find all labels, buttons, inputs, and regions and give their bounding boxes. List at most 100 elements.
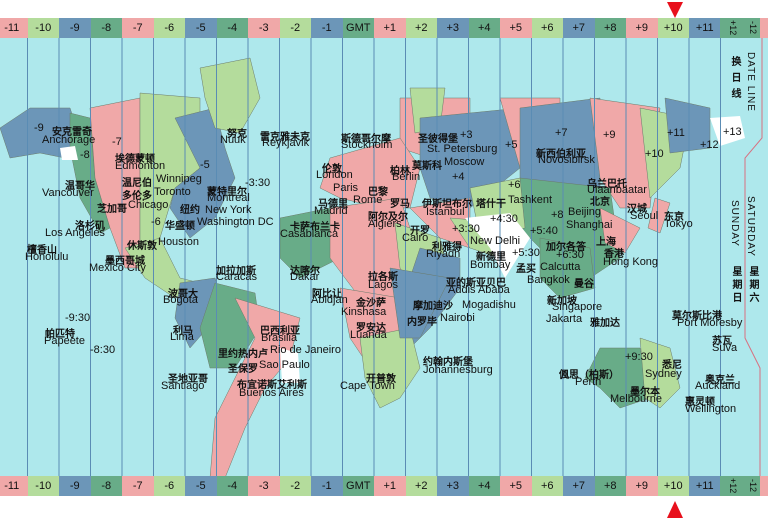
- bottom-zone--10: -10: [27, 476, 59, 496]
- city-name-en: Istanbul: [426, 206, 465, 218]
- city-name-en: Brasilia: [261, 332, 298, 344]
- zone-offset-label: +4: [452, 171, 465, 183]
- city-name-en: Chicago: [128, 199, 169, 211]
- zone-offset-label: +4:30: [490, 213, 518, 225]
- land-region: [209, 297, 301, 476]
- top-zone-+6: +6: [531, 18, 563, 38]
- saturday-label: SATURDAY: [745, 196, 756, 257]
- top-zone-plus12: +12: [720, 18, 745, 38]
- city-name-zh: 温尼伯: [122, 178, 152, 189]
- city-name-en: Buenos Aires: [239, 387, 304, 399]
- city-name-zh: 芝加哥: [97, 204, 127, 215]
- zone-offset-label: +9:30: [625, 351, 653, 363]
- city-name-zh: 加拉加斯: [216, 266, 256, 277]
- city-name-zh: 开罗: [410, 226, 430, 237]
- city-name-zh: 罗马: [390, 199, 410, 210]
- zone-offset-label: +5: [505, 139, 518, 151]
- top-zone-+8: +8: [594, 18, 626, 38]
- city-name-en: New York: [205, 204, 252, 216]
- zone-boundary-lines: [27, 38, 721, 476]
- city-name-en: Perth: [575, 376, 602, 388]
- top-zone-+7: +7: [563, 18, 595, 38]
- city-name-en: Nuuk: [220, 134, 246, 146]
- city-name-en: Abidjan: [311, 294, 348, 306]
- city-name-zh: 波哥大: [168, 289, 198, 300]
- city-name-en: Algiers: [368, 218, 402, 230]
- city-name-zh: 内罗毕: [407, 317, 437, 328]
- city-name-en: Singapore: [552, 301, 603, 313]
- city-name-zh: 东京: [664, 212, 684, 223]
- city-name-en: Sydney: [645, 368, 682, 380]
- zone-offset-label: -6: [151, 216, 161, 228]
- city-name-zh: 偑思（柏斯）: [559, 370, 619, 381]
- city-name-zh: 里约热内卢: [218, 349, 268, 360]
- city-name-en: St. Petersburg: [427, 143, 498, 155]
- date-line: [744, 38, 763, 476]
- city-name-en: Toronto: [154, 186, 191, 198]
- zone-offset-label: -8:30: [90, 344, 116, 356]
- top-zone--3: -3: [248, 18, 280, 38]
- city-name-zh: 卡萨布兰卡: [290, 222, 340, 233]
- city-name-en: Rome: [353, 194, 383, 206]
- zone-offset-label: +3: [460, 129, 473, 141]
- city-name-zh: 布宜诺斯艾利斯: [237, 380, 307, 391]
- city-name-en: Papeete: [44, 335, 85, 347]
- city-name-en: Seoul: [630, 210, 659, 222]
- city-name-zh: 阿尔及尔: [368, 212, 408, 223]
- city-name-en: Montreal: [207, 192, 250, 204]
- city-name-en: Vancouver: [42, 187, 94, 199]
- city-name-en: Moscow: [444, 156, 485, 168]
- city-name-zh: 圣地亚哥: [168, 374, 208, 385]
- city-name-zh: 巴黎: [368, 187, 388, 198]
- bottom-zone-+2: +2: [405, 476, 437, 496]
- bottom-zone-+4: +4: [468, 476, 500, 496]
- zone-offset-label: +5:40: [530, 225, 558, 237]
- city-name-zh: 阿比让: [312, 289, 342, 300]
- city-name-en: Wellington: [685, 403, 737, 415]
- city-name-zh: 加尔各答: [546, 242, 586, 253]
- city-name-zh: 伊斯坦布尔: [422, 199, 472, 210]
- city-name-zh: 多伦多: [122, 191, 152, 202]
- city-name-zh: 休斯敦: [127, 241, 157, 252]
- bottom-zone-+5: +5: [500, 476, 532, 496]
- date-line-zh: 换日线: [729, 56, 740, 104]
- city-name-zh: 墨西哥城: [105, 256, 145, 267]
- zone-offset-label: +3:30: [452, 223, 480, 235]
- top-zone-+3: +3: [437, 18, 469, 38]
- city-name-zh: 塔什干: [476, 199, 506, 210]
- top-zone-+10: +10: [657, 18, 689, 38]
- city-name-zh: 利雅得: [432, 242, 462, 253]
- bottom-zone-minus12: -12: [745, 476, 760, 496]
- bottom-zone-GMT: GMT: [342, 476, 374, 496]
- sunday-label: SUNDAY: [729, 200, 740, 247]
- city-name-zh: 汉城: [627, 204, 647, 215]
- city-name-en: Reykjavik: [262, 137, 310, 149]
- city-name-en: Tokyo: [664, 218, 693, 230]
- city-name-en: Jakarta: [546, 313, 583, 325]
- city-name-zh: 圣保罗: [228, 364, 258, 375]
- current-zone-marker-bottom: [667, 501, 683, 518]
- city-name-en: Casablanca: [280, 228, 339, 240]
- city-name-zh: 新西伯利亚: [536, 149, 586, 160]
- city-name-zh: 香港: [604, 249, 624, 260]
- city-name-zh: 奥克兰: [705, 375, 735, 386]
- city-name-zh: 洛杉矶: [75, 221, 105, 232]
- city-name-zh: 圣彼得堡: [418, 134, 458, 145]
- zone-offset-label: +9: [603, 129, 616, 141]
- zone-offset-label: +6: [508, 179, 521, 191]
- bottom-zone--7: -7: [122, 476, 154, 496]
- top-zone-+11: +11: [689, 18, 721, 38]
- city-name-en: Washington DC: [197, 216, 274, 228]
- city-name-en: Novosibirsk: [538, 154, 595, 166]
- city-name-en: Melbourne: [610, 393, 662, 405]
- timezone-bar-top: -11 -10 -9 -8 -7 -6 -5 -4 -3 -2 -1 GMT +1 +2 +3 +4 +5 +6 +…: [0, 18, 768, 38]
- city-name-en: Mexico City: [89, 262, 146, 274]
- half-hour-region: [280, 348, 300, 383]
- zone-offset-label: +13: [723, 126, 742, 138]
- bottom-zone-+10: +10: [657, 476, 689, 496]
- city-name-en: Shanghai: [566, 219, 613, 231]
- city-name-zh: 檀香山: [27, 245, 57, 256]
- city-name-en: Houston: [158, 236, 199, 248]
- city-name-zh: 新德里: [476, 252, 506, 263]
- city-name-zh: 孟买: [516, 264, 536, 275]
